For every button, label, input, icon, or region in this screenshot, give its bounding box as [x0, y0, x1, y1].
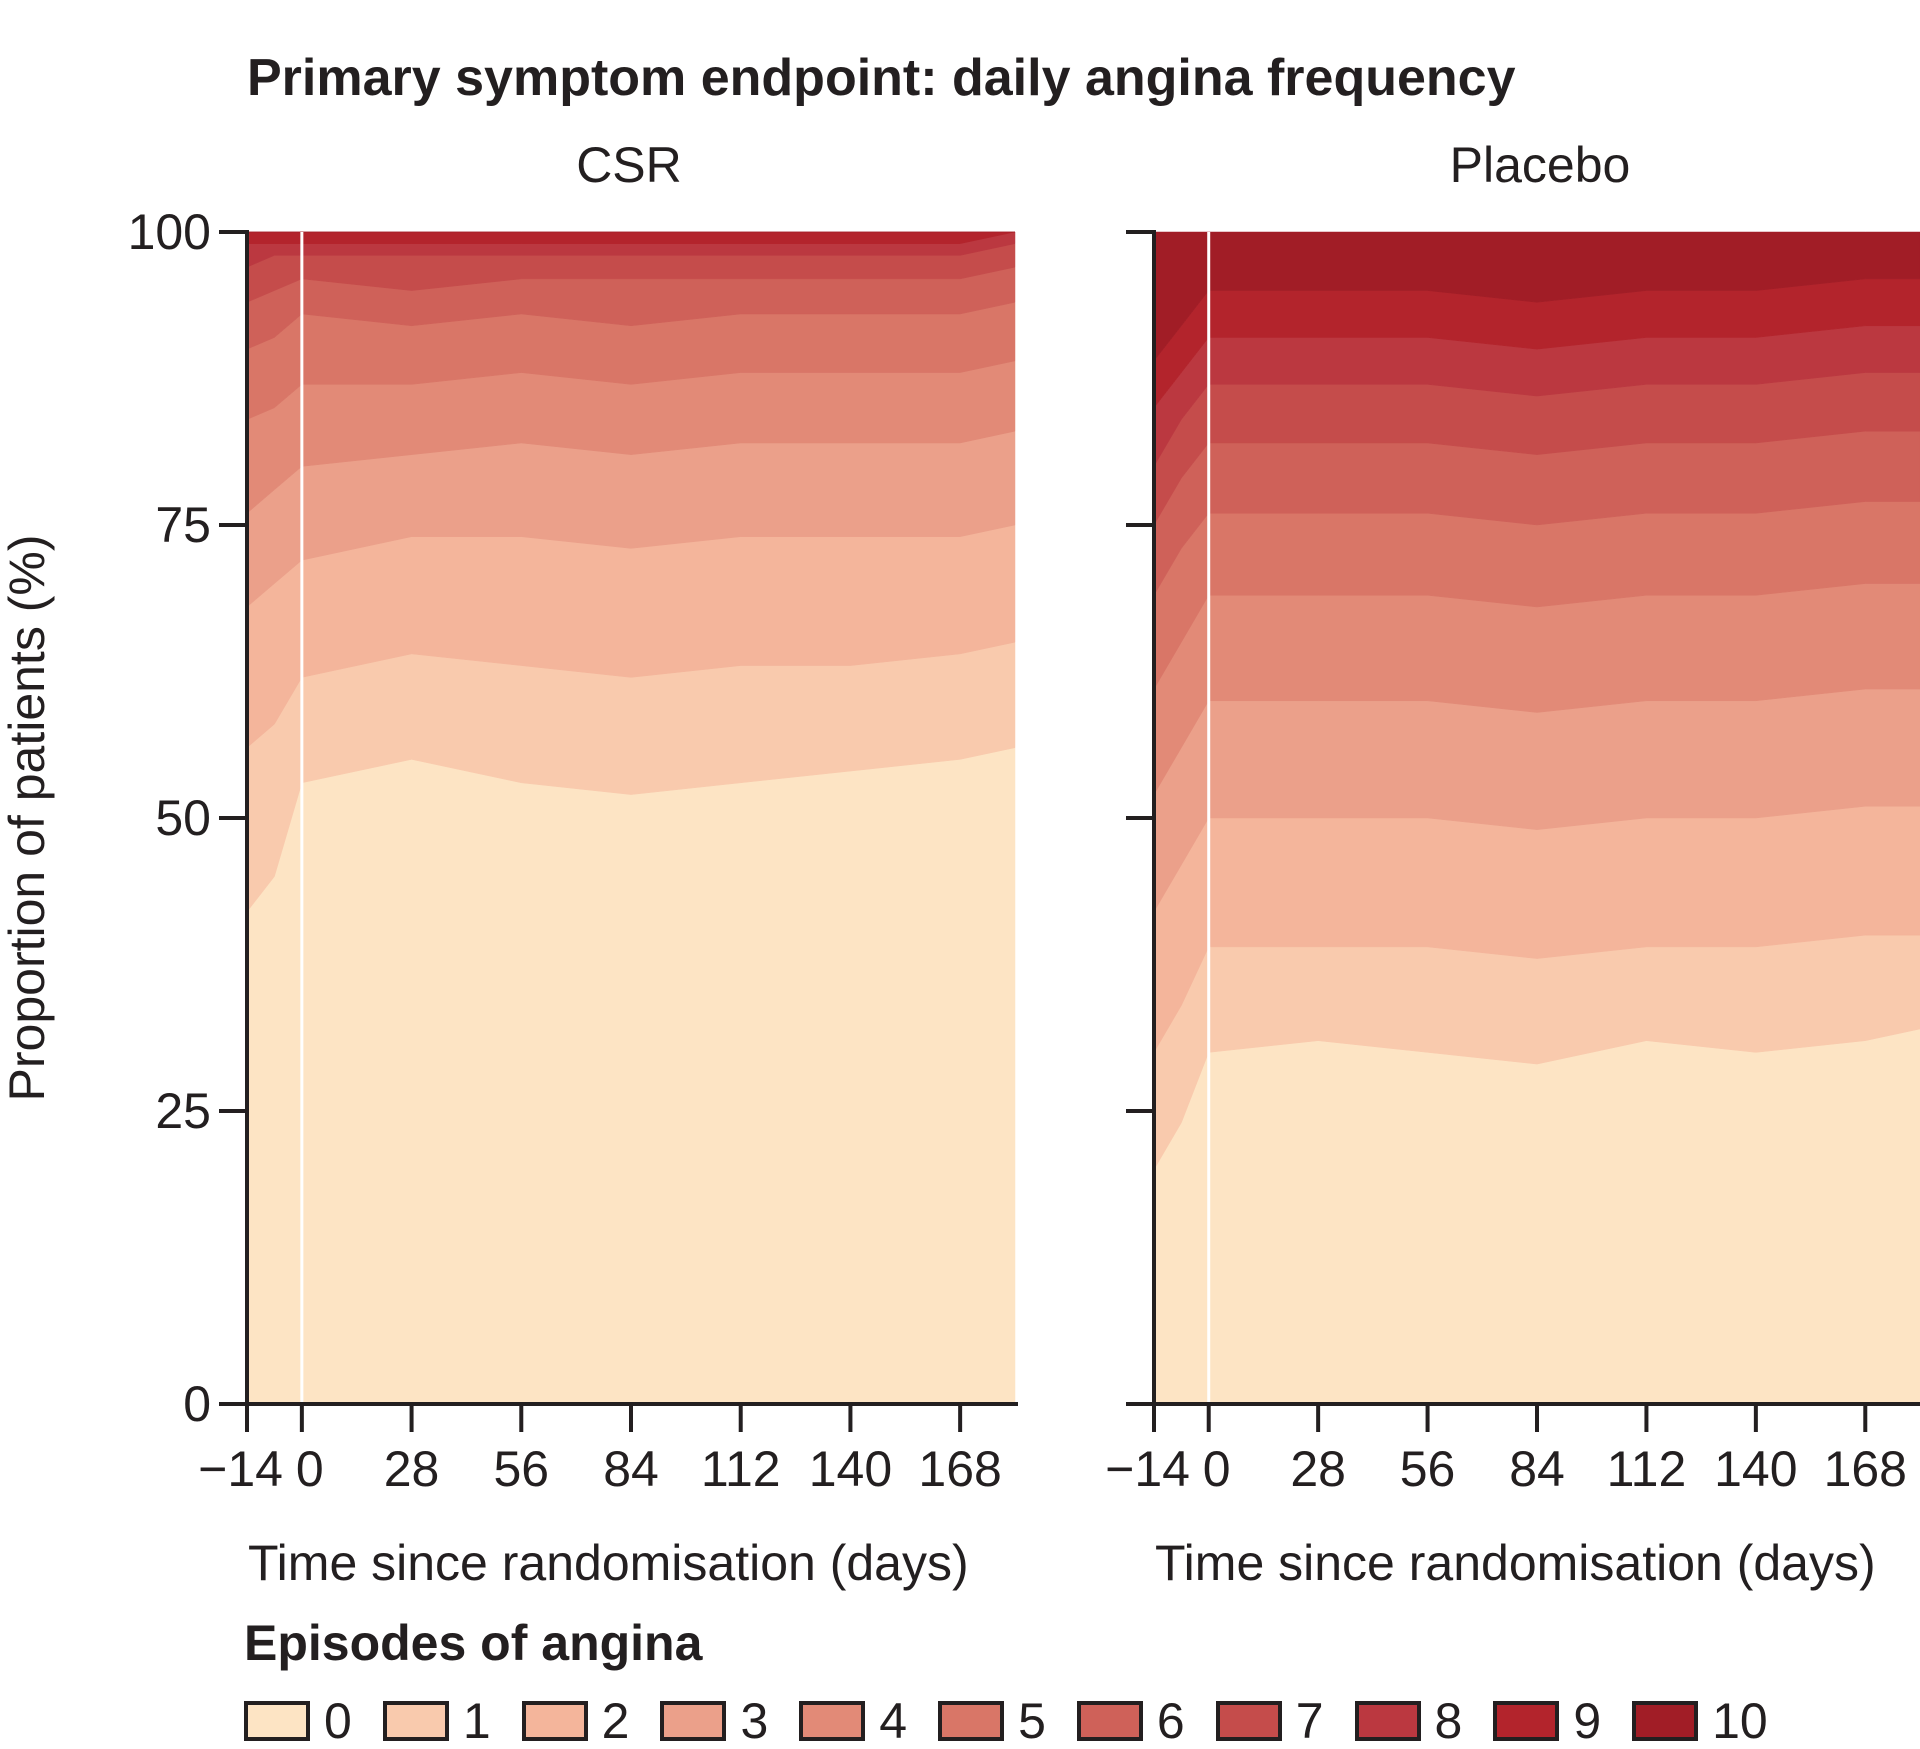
legend-swatch-1	[382, 1701, 449, 1741]
legend-label-5: 5	[1018, 1693, 1046, 1749]
legend-item-7: 7	[1215, 1693, 1324, 1749]
legend-item-1: 1	[382, 1693, 491, 1749]
x-tick-label-csr-7: 168	[918, 1441, 1001, 1497]
x-tick-label-csr-4: 84	[603, 1441, 659, 1497]
x-tick-label-placebo-1: 0	[1203, 1441, 1231, 1497]
x-tick-label-placebo-0: −14	[1105, 1441, 1190, 1497]
legend-swatch-3	[660, 1701, 727, 1741]
legend-swatch-6	[1076, 1701, 1143, 1741]
x-tick-label-csr-3: 56	[493, 1441, 549, 1497]
y-tick-label-0: 0	[183, 1376, 211, 1432]
legend-label-4: 4	[879, 1693, 908, 1749]
y-axis-label: Proportion of patients (%)	[0, 535, 55, 1102]
legend-label-6: 6	[1156, 1693, 1185, 1749]
legend-item-5: 5	[938, 1696, 1046, 1746]
x-tick-label-csr-6: 140	[809, 1441, 892, 1497]
panel-placebo: Placebo −14 0 28 56 84 112 140 168 Time since ran…	[1105, 137, 1920, 1591]
legend-label-2: 2	[601, 1693, 630, 1749]
legend-swatch-2	[521, 1701, 588, 1741]
y-tick-label-100: 100	[128, 204, 211, 260]
legend-item-6: 6	[1076, 1693, 1185, 1749]
legend-swatch-8	[1354, 1701, 1421, 1741]
x-axis-label-csr: Time since randomisation (days)	[248, 1535, 969, 1591]
x-tick-label-placebo-6: 140	[1714, 1441, 1797, 1497]
x-tick-label-placebo-3: 56	[1400, 1441, 1456, 1497]
y-tick-label-50: 50	[155, 790, 211, 846]
legend-label-7: 7	[1295, 1693, 1324, 1749]
legend-swatch-0	[244, 1701, 310, 1741]
x-tick-label-placebo-7: 168	[1824, 1441, 1907, 1497]
legend-label-8: 8	[1434, 1693, 1463, 1749]
y-tick-label-25: 25	[155, 1083, 211, 1139]
legend-item-2: 2	[521, 1693, 630, 1749]
legend-swatch-4	[799, 1701, 866, 1741]
x-tick-label-csr-5: 112	[701, 1441, 781, 1497]
legend-swatch-10	[1632, 1701, 1699, 1741]
legend-item-0: 0	[244, 1696, 352, 1746]
legend-item-9: 9	[1493, 1696, 1601, 1746]
legend-title: Episodes of angina	[244, 1615, 703, 1671]
legend: 0 1 2 3 4 5 6 7 8 9 10	[244, 1694, 1799, 1748]
legend-label-3: 3	[740, 1693, 769, 1749]
figure-title: Primary symptom endpoint: daily angina f…	[247, 49, 1516, 107]
legend-label-0: 0	[324, 1693, 352, 1749]
panel-title-csr: CSR	[576, 137, 682, 193]
area-placebo-episodes-10	[1153, 231, 1920, 362]
legend-swatch-9	[1493, 1701, 1560, 1741]
legend-label-10: 10	[1712, 1693, 1768, 1749]
x-tick-label-csr-0: −14	[198, 1441, 283, 1497]
legend-label-9: 9	[1573, 1693, 1602, 1749]
legend-item-8: 8	[1354, 1693, 1463, 1749]
area-csr-episodes-0	[246, 747, 1016, 1405]
panel-title-placebo: Placebo	[1450, 137, 1631, 193]
legend-swatch-7	[1215, 1701, 1282, 1741]
area-placebo-episodes-0	[1153, 1028, 1920, 1405]
x-tick-label-placebo-5: 112	[1607, 1441, 1687, 1497]
legend-item-4: 4	[799, 1696, 907, 1746]
x-tick-label-placebo-2: 28	[1290, 1441, 1346, 1497]
legend-item-10: 10	[1632, 1696, 1768, 1746]
x-tick-label-csr-2: 28	[384, 1441, 440, 1497]
area-csr-episodes-9	[246, 231, 1016, 244]
x-tick-label-placebo-4: 84	[1509, 1441, 1565, 1497]
x-axis-label-placebo: Time since randomisation (days)	[1155, 1535, 1876, 1591]
legend-item-3: 3	[660, 1696, 768, 1746]
x-tick-label-csr-1: 0	[296, 1441, 324, 1497]
y-tick-label-75: 75	[155, 497, 211, 553]
legend-label-1: 1	[462, 1693, 491, 1749]
legend-swatch-5	[938, 1701, 1005, 1741]
